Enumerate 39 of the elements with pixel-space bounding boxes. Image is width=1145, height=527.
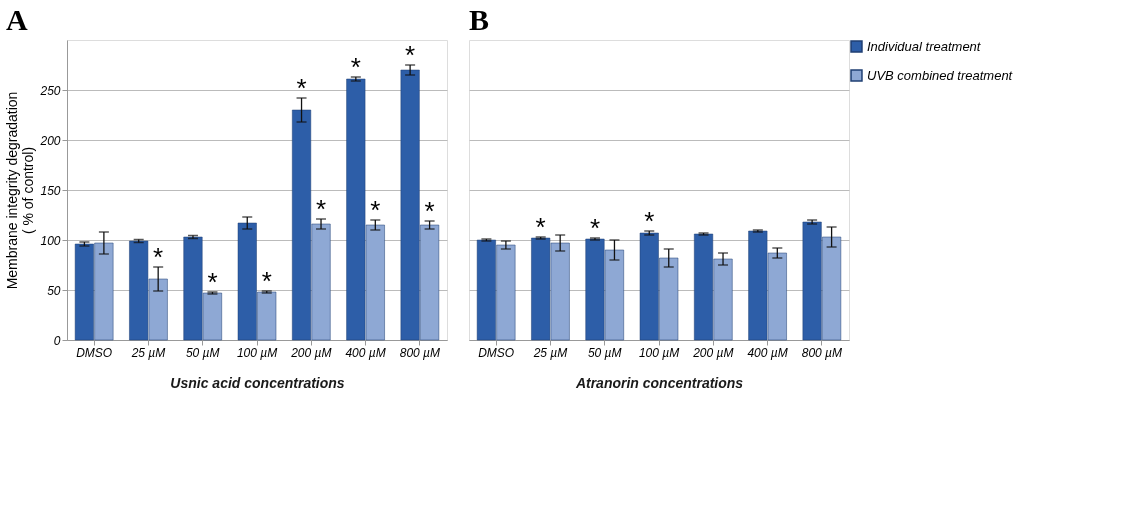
- y-tick-label: 150: [40, 183, 61, 198]
- x-tick-label: 400 µM: [747, 345, 788, 360]
- x-tick-label: 50 µM: [185, 345, 220, 360]
- x-tick-label: 200 µM: [290, 345, 332, 360]
- x-axis-title: Atranorin concentrations: [574, 374, 744, 391]
- x-tick-label: DMSO: [76, 345, 113, 360]
- annotation: *: [153, 242, 164, 272]
- x-tick-label: 100 µM: [638, 345, 680, 360]
- x-tick-label: 50 µM: [587, 345, 622, 360]
- x-tick-label: 800 µM: [801, 345, 842, 360]
- annotation: *: [370, 195, 381, 225]
- x-tick-label: 800 µM: [399, 345, 440, 360]
- x-tick-label: 25 µM: [130, 345, 166, 360]
- annotation: *: [424, 196, 435, 226]
- chart-title: A: [5, 3, 28, 36]
- annotation: *: [535, 212, 546, 242]
- legend-label: Individual treatment: [867, 38, 982, 54]
- y-tick-label: 50: [47, 283, 61, 298]
- x-tick-label: 25 µM: [532, 345, 568, 360]
- x-tick-label: 400 µM: [345, 345, 386, 360]
- chart-title: B: [469, 3, 490, 36]
- annotation: *: [405, 40, 416, 70]
- y-tick-label: 200: [39, 133, 61, 148]
- y-tick-label: 0: [53, 333, 61, 348]
- x-axis-title: Usnic acid concentrations: [170, 374, 345, 391]
- legend-label: UVB combined treatment: [867, 67, 1014, 83]
- annotation: *: [644, 206, 655, 236]
- annotation: *: [350, 52, 361, 82]
- y-axis-title: Membrane integrity degradation ( % of control): [4, 91, 37, 290]
- annotation: *: [261, 266, 272, 296]
- y-tick-label: 250: [39, 83, 61, 98]
- x-tick-label: 100 µM: [236, 345, 278, 360]
- x-tick-label: 200 µM: [692, 345, 734, 360]
- annotation: *: [207, 267, 218, 297]
- annotation: *: [296, 73, 307, 103]
- annotation: *: [315, 194, 327, 224]
- annotation: *: [589, 213, 601, 243]
- y-tick-label: 100: [40, 233, 61, 248]
- x-tick-label: DMSO: [478, 345, 515, 360]
